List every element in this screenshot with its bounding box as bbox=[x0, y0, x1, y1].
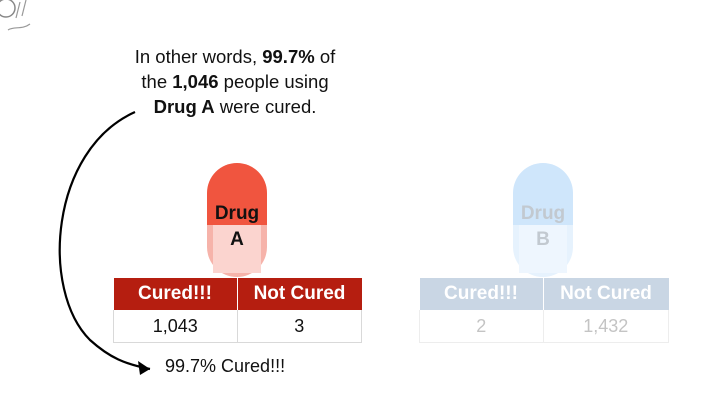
caption-pre: In other words, bbox=[134, 46, 263, 67]
drug-b-label-line1: Drug bbox=[520, 203, 566, 224]
caption-drug: Drug A bbox=[153, 96, 215, 117]
drug-a-label-line2: A bbox=[230, 229, 244, 250]
caption-the: the bbox=[141, 71, 173, 92]
drug-b-table: Cured!!! Not Cured 2 1,432 bbox=[419, 278, 669, 343]
drug-a-header-not-cured: Not Cured bbox=[237, 278, 362, 310]
drug-b-pill: Drug B bbox=[513, 163, 573, 277]
caption-mid1: of bbox=[314, 46, 336, 67]
drug-a-value-cured: 1,043 bbox=[113, 310, 238, 343]
drug-b-value-cured: 2 bbox=[419, 310, 544, 343]
caption: In other words, 99.7% of the 1,046 peopl… bbox=[100, 44, 370, 119]
caption-mid2: people using bbox=[218, 71, 329, 92]
doodle-icon bbox=[0, 0, 31, 31]
drug-a-value-not-cured: 3 bbox=[236, 310, 362, 343]
curved-arrow-icon bbox=[58, 110, 151, 375]
caption-pct: 99.7% bbox=[262, 46, 315, 67]
caption-post: were cured. bbox=[214, 96, 317, 117]
drug-a-pill: Drug A bbox=[207, 163, 267, 277]
drug-a-header-cured: Cured!!! bbox=[113, 278, 238, 310]
drug-a-label-line1: Drug bbox=[214, 203, 260, 224]
drug-a-table: Cured!!! Not Cured 1,043 3 bbox=[113, 278, 362, 343]
drug-b-header-cured: Cured!!! bbox=[419, 278, 544, 310]
drug-b-header-not-cured: Not Cured bbox=[543, 278, 669, 310]
caption-count: 1,046 bbox=[172, 71, 219, 92]
drug-b-value-not-cured: 1,432 bbox=[542, 310, 669, 343]
drug-b-label-line2: B bbox=[536, 229, 550, 250]
summary-text: 99.7% Cured!!! bbox=[165, 356, 286, 376]
